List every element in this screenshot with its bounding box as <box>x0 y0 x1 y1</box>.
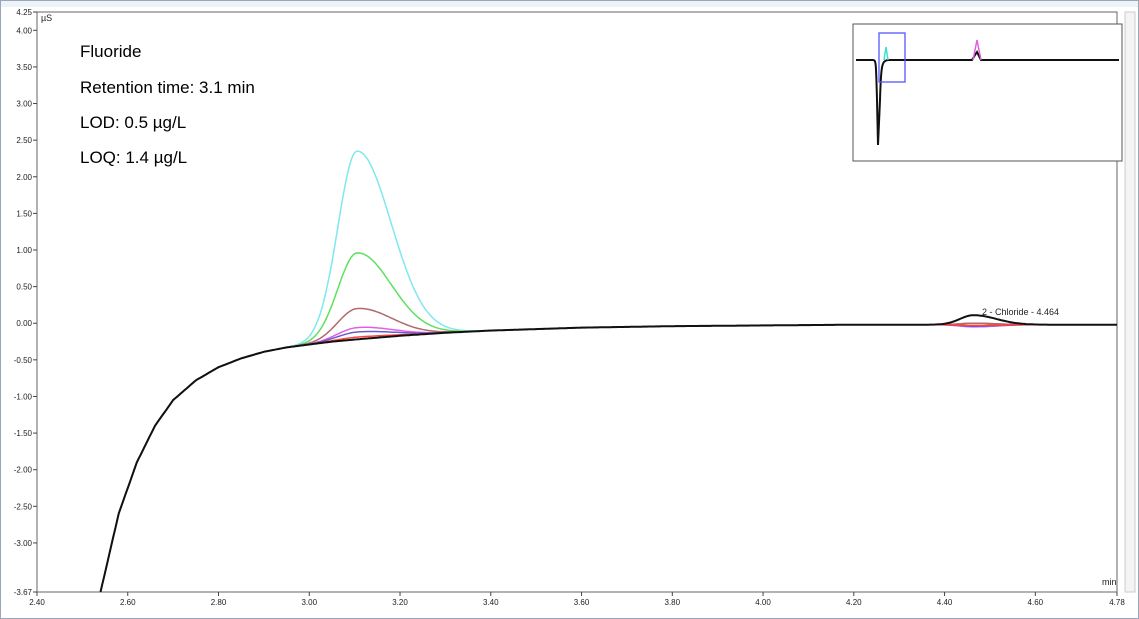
x-axis-label: min <box>1102 577 1117 587</box>
annotation-analyte: Fluoride <box>80 42 141 61</box>
y-tick-label: 3.00 <box>16 100 32 109</box>
y-axis-ticks: 4.25 4.00 3.50 3.00 2.50 2.00 1.50 1.00 0.50 0.00… <box>14 8 37 597</box>
right-scrollbar[interactable] <box>1124 11 1136 593</box>
inset-peak-cyan <box>883 46 889 61</box>
y-tick-label: 4.25 <box>16 8 32 17</box>
y-tick-label: -3.67 <box>14 588 33 597</box>
x-axis-ticks: 2.40 2.60 2.80 3.00 3.20 3.40 3.60 3.80 4.00 4.20… <box>29 592 1125 607</box>
y-tick-label: -3.00 <box>14 539 33 548</box>
x-tick-label: 3.40 <box>483 598 499 607</box>
y-tick-label: -2.50 <box>14 502 33 511</box>
inset-frame <box>852 23 1123 162</box>
y-tick-label: 1.50 <box>16 209 32 218</box>
y-tick-label: 0.50 <box>16 283 32 292</box>
series-layer <box>99 150 1117 593</box>
x-tick-label: 4.40 <box>937 598 953 607</box>
x-tick-label: 3.00 <box>301 598 317 607</box>
y-tick-label: 2.50 <box>16 136 32 145</box>
annotation-loq: LOQ: 1.4 µg/L <box>80 148 187 167</box>
x-tick-label: 2.60 <box>120 598 136 607</box>
y-tick-label: -1.50 <box>14 429 33 438</box>
x-tick-label: 4.00 <box>755 598 771 607</box>
x-tick-label: 3.20 <box>392 598 408 607</box>
x-tick-label: 3.80 <box>665 598 681 607</box>
x-tick-label: 2.40 <box>29 598 45 607</box>
x-tick-label: 2.80 <box>211 598 227 607</box>
y-tick-label: 2.00 <box>16 173 32 182</box>
annotation-lod: LOD: 0.5 µg/L <box>80 113 186 132</box>
x-tick-label: 4.60 <box>1028 598 1044 607</box>
y-tick-label: 1.00 <box>16 246 32 255</box>
y-tick-label: -2.00 <box>14 466 33 475</box>
chloride-peak-label: 2 - Chloride - 4.464 <box>982 307 1059 317</box>
y-tick-label: 3.50 <box>16 63 32 72</box>
inset-peak-magenta <box>972 39 982 61</box>
inset-overview <box>852 23 1123 162</box>
x-tick-label: 4.20 <box>846 598 862 607</box>
x-tick-label: 4.78 <box>1109 598 1125 607</box>
y-tick-label: -0.50 <box>14 356 33 365</box>
x-tick-label: 3.60 <box>574 598 590 607</box>
inset-zoom-box[interactable] <box>878 32 906 83</box>
series-line <box>99 314 1117 593</box>
y-tick-label: 0.00 <box>16 319 32 328</box>
annotation-retention-time: Retention time: 3.1 min <box>80 78 255 97</box>
title-strip <box>1 1 1138 7</box>
y-tick-label: -1.00 <box>14 392 33 401</box>
y-axis-label: µS <box>41 13 52 23</box>
y-tick-label: 4.00 <box>16 26 32 35</box>
